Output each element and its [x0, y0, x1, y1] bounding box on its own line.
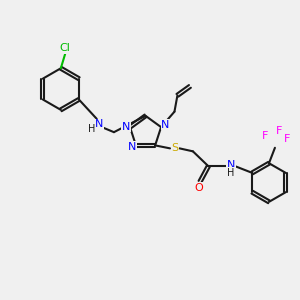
Text: H: H — [88, 124, 95, 134]
Text: O: O — [194, 183, 203, 193]
Text: N: N — [128, 142, 136, 152]
Text: S: S — [171, 143, 178, 153]
Text: N: N — [227, 160, 235, 170]
Text: N: N — [161, 120, 170, 130]
Text: Cl: Cl — [60, 43, 71, 53]
Text: F: F — [262, 131, 268, 142]
Text: H: H — [227, 168, 235, 178]
Text: N: N — [95, 119, 103, 129]
Text: F: F — [284, 134, 291, 144]
Text: F: F — [276, 125, 283, 136]
Text: N: N — [122, 122, 130, 131]
